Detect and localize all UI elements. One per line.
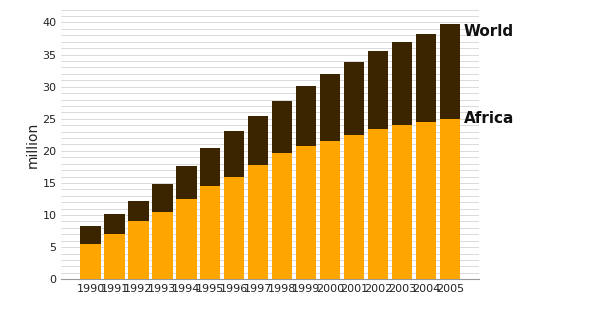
- Bar: [224, 177, 244, 279]
- Bar: [320, 141, 340, 279]
- Bar: [272, 101, 292, 279]
- Bar: [80, 244, 101, 279]
- Bar: [200, 186, 220, 279]
- Bar: [368, 129, 388, 279]
- Bar: [296, 86, 316, 279]
- Bar: [440, 24, 460, 279]
- Bar: [104, 214, 125, 279]
- Bar: [152, 212, 173, 279]
- Bar: [176, 166, 196, 279]
- Bar: [416, 34, 436, 279]
- Bar: [368, 51, 388, 279]
- Text: World: World: [464, 24, 514, 39]
- Text: Africa: Africa: [464, 111, 514, 126]
- Bar: [248, 116, 268, 279]
- Y-axis label: million: million: [26, 121, 40, 168]
- Bar: [344, 135, 364, 279]
- Bar: [152, 184, 173, 279]
- Bar: [80, 226, 101, 279]
- Bar: [440, 119, 460, 279]
- Bar: [320, 74, 340, 279]
- Bar: [272, 153, 292, 279]
- Bar: [128, 221, 149, 279]
- Bar: [296, 146, 316, 279]
- Bar: [344, 62, 364, 279]
- Bar: [176, 199, 196, 279]
- Bar: [416, 122, 436, 279]
- Bar: [392, 42, 412, 279]
- Bar: [104, 234, 125, 279]
- Bar: [392, 125, 412, 279]
- Bar: [224, 131, 244, 279]
- Bar: [200, 148, 220, 279]
- Bar: [128, 201, 149, 279]
- Bar: [248, 165, 268, 279]
